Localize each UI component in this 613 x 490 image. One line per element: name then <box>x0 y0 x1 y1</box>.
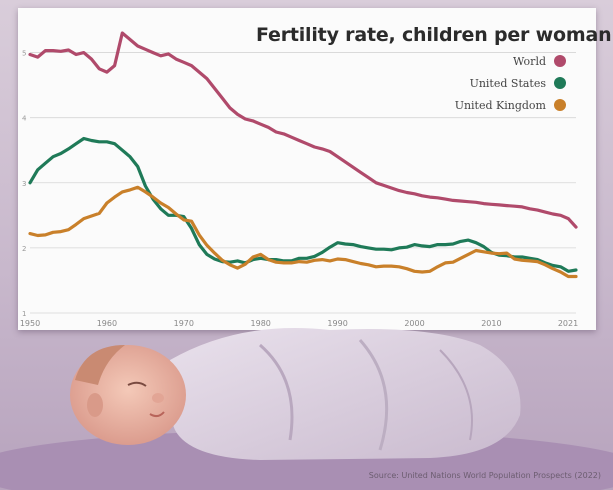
fertility-line-chart: 1 2 3 4 5 1950 1960 1970 1980 1990 2000 2010 2021 <box>20 31 578 328</box>
x-tick-label-1980: 1980 <box>251 319 271 328</box>
blanket-fold <box>259 343 294 441</box>
legend-item-world: World <box>513 52 566 70</box>
x-tick-label-1960: 1960 <box>97 319 117 328</box>
legend-item-united-kingdom: United Kingdom <box>455 96 566 114</box>
series-layer <box>28 31 578 279</box>
legend-label-united-kingdom: United Kingdom <box>454 98 546 112</box>
series-line-world <box>28 31 578 229</box>
x-tick-label-2000: 2000 <box>404 319 424 328</box>
chart-title: Fertility rate, children per woman <box>256 24 612 46</box>
blanket-fold-3 <box>439 349 473 441</box>
x-tick-label-1950: 1950 <box>20 319 40 328</box>
y-tick-layer: 1 2 3 4 5 <box>22 50 27 318</box>
x-tick-label-2010: 2010 <box>481 319 501 328</box>
x-tick-label-1970: 1970 <box>174 319 194 328</box>
sleeping-baby-photo <box>0 328 613 490</box>
baby-eye <box>127 381 147 387</box>
legend-label-united-states: United States <box>469 76 546 90</box>
legend-item-united-states: United States <box>470 74 566 92</box>
legend-swatch-united-kingdom <box>554 99 566 111</box>
blanket-fold-2 <box>358 339 389 451</box>
x-tick-label-1990: 1990 <box>327 319 347 328</box>
baby-nose <box>152 393 164 403</box>
legend-swatch-united-states <box>554 77 566 89</box>
x-tick-layer: 1950 1960 1970 1980 1990 2000 2010 2021 <box>20 319 578 328</box>
x-tick-label-2021: 2021 <box>558 319 578 328</box>
baby-mouth <box>149 411 165 418</box>
series-line-united-states <box>28 136 578 273</box>
baby-hair <box>75 345 125 385</box>
y-tick-label-4: 4 <box>22 115 27 123</box>
legend-swatch-world <box>554 55 566 67</box>
legend-label-world: World <box>513 54 546 68</box>
y-tick-label-1: 1 <box>22 310 26 318</box>
grid-layer <box>30 52 576 314</box>
series-line-united-kingdom <box>28 185 578 279</box>
y-tick-label-3: 3 <box>22 180 26 188</box>
source-note: Source: United Nations World Population … <box>368 471 601 480</box>
chart-panel: 1 2 3 4 5 1950 1960 1970 1980 1990 2000 2010 2021 F… <box>18 8 612 330</box>
swaddle-blanket <box>166 328 521 460</box>
baby-ear <box>87 393 103 417</box>
y-tick-label-2: 2 <box>22 245 26 253</box>
y-tick-label-5: 5 <box>22 50 26 58</box>
